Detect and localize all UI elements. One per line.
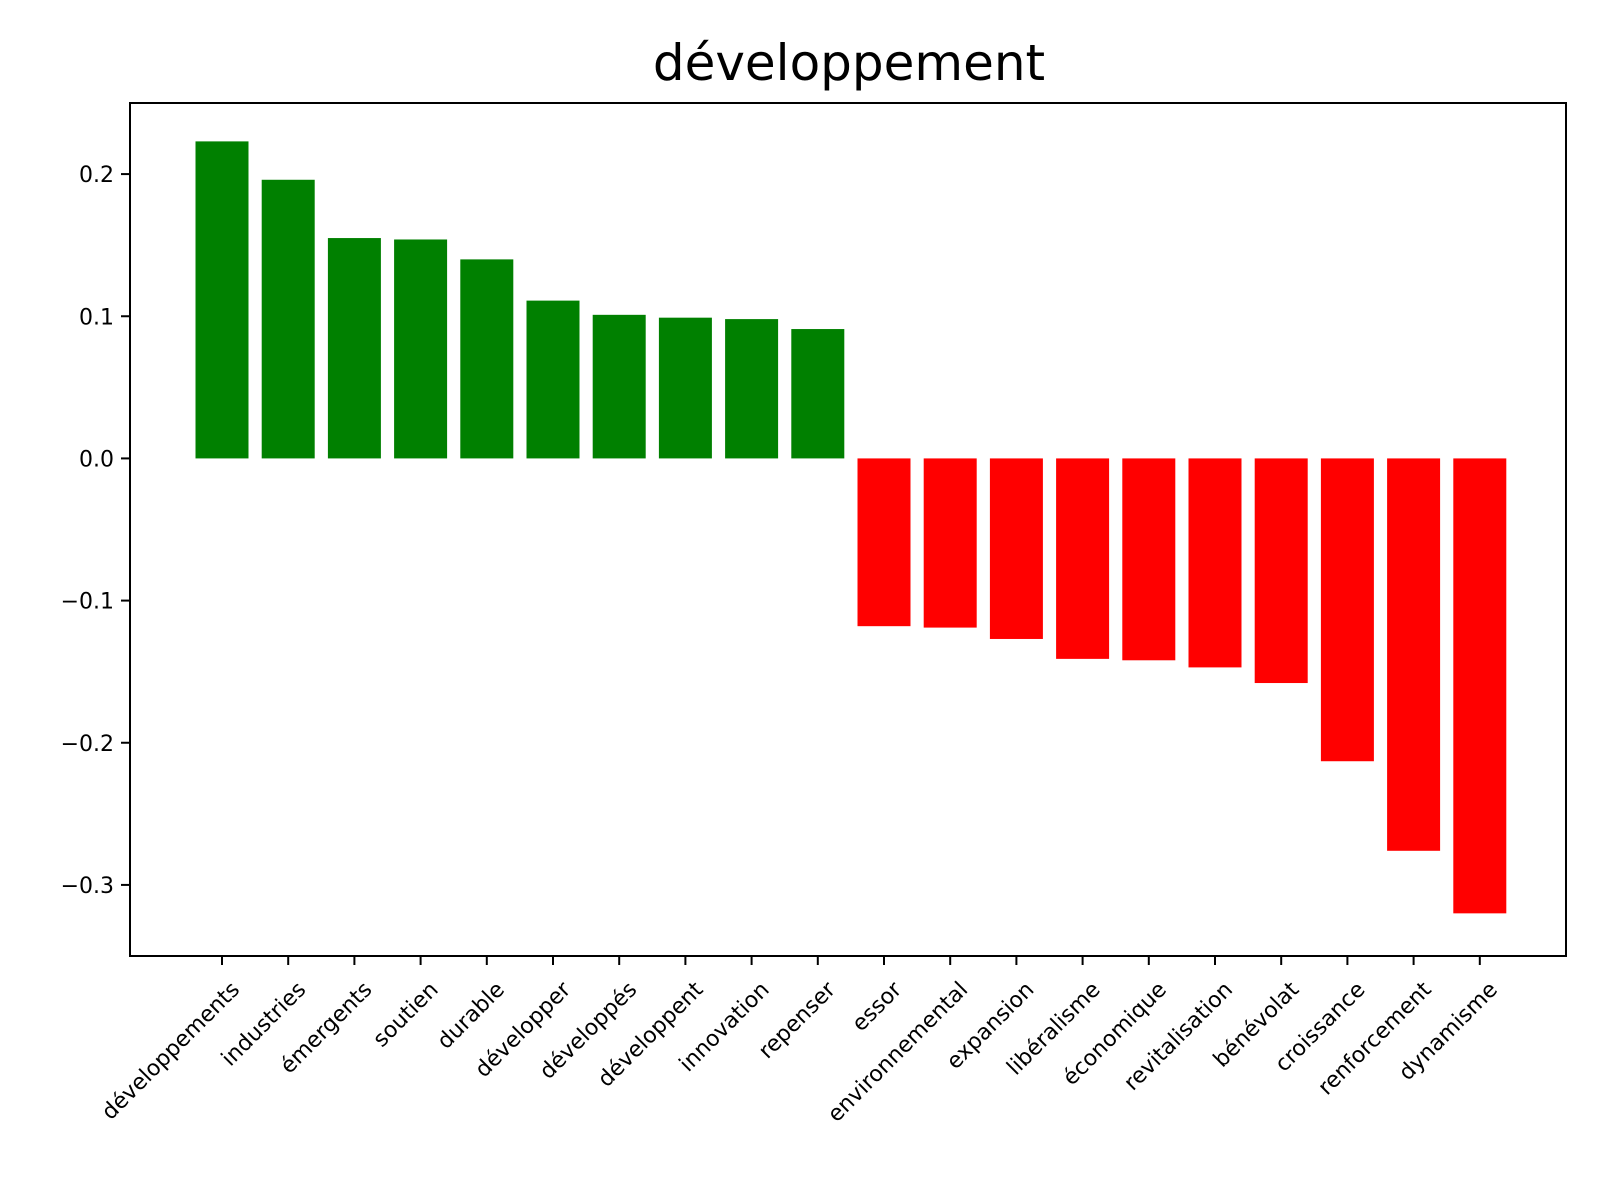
plot-frame	[129, 102, 1567, 957]
bar-croissance	[1320, 458, 1374, 762]
chart-title: développement	[653, 34, 1045, 92]
x-axis: développementsindustriesémergentssoutien…	[97, 956, 1503, 1127]
bar-essor	[857, 458, 911, 627]
bars-group	[195, 141, 1507, 914]
bar-expansion	[989, 458, 1043, 639]
bar-dynamisme	[1453, 458, 1507, 914]
bar-durable	[460, 259, 514, 459]
bar-émergents	[327, 238, 381, 459]
y-tick-label: −0.1	[61, 590, 114, 615]
y-tick-label: −0.2	[61, 732, 114, 757]
bar-développer	[526, 300, 580, 459]
x-tick-label: renforcement	[1314, 977, 1437, 1100]
bar-repenser	[791, 329, 845, 459]
bar-soutien	[394, 239, 448, 459]
bar-développements	[195, 141, 249, 459]
x-tick-label: soutien	[369, 977, 444, 1052]
bar-libéralisme	[1056, 458, 1110, 659]
y-axis: 0.2 0.1 0.0 −0.1 −0.2 −0.3	[61, 163, 130, 899]
bar-renforcement	[1387, 458, 1441, 851]
y-tick-label: 0.1	[79, 305, 114, 330]
x-tick-label: essor	[848, 977, 908, 1037]
bar-industries	[261, 179, 315, 459]
y-tick-label: 0.0	[79, 447, 114, 472]
y-tick-label: −0.3	[61, 874, 114, 899]
bar-environnemental	[923, 458, 977, 628]
bar-économique	[1122, 458, 1176, 661]
bar-revitalisation	[1188, 458, 1242, 668]
bar-innovation	[725, 319, 779, 459]
y-tick-label: 0.2	[79, 163, 114, 188]
bar-bénévolat	[1254, 458, 1308, 684]
bar-développent	[658, 317, 712, 459]
bar-développés	[592, 314, 646, 459]
